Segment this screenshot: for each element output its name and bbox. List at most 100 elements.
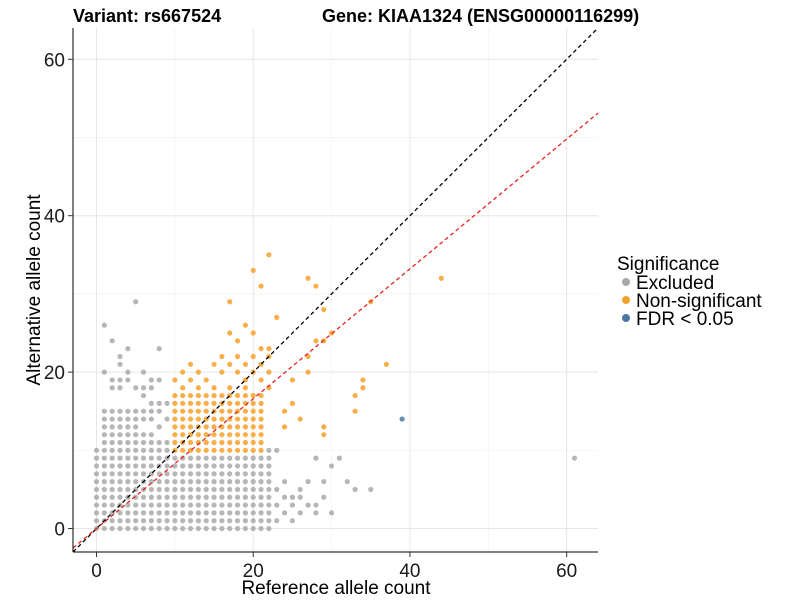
point-excluded [125, 432, 131, 438]
point-excluded [250, 471, 256, 477]
point-non-significant [203, 377, 209, 383]
point-excluded [156, 518, 162, 524]
point-excluded [109, 479, 115, 485]
point-excluded [117, 377, 123, 383]
point-excluded [266, 510, 272, 516]
point-excluded [164, 400, 170, 407]
point-excluded [140, 525, 147, 532]
point-excluded [93, 518, 100, 524]
point-non-significant [187, 392, 194, 399]
point-non-significant [313, 283, 319, 289]
point-non-significant [242, 322, 248, 328]
point-non-significant [274, 314, 280, 320]
point-excluded [148, 502, 154, 508]
point-non-significant [242, 385, 248, 391]
point-excluded [203, 502, 209, 508]
point-excluded [289, 518, 296, 524]
point-non-significant [242, 447, 248, 453]
point-excluded [250, 518, 256, 524]
point-non-significant [180, 369, 186, 375]
point-non-significant [180, 447, 186, 453]
point-excluded [148, 416, 154, 422]
y-tick-label: 20 [44, 363, 65, 384]
point-excluded [180, 525, 186, 532]
point-excluded [172, 455, 178, 461]
point-excluded [148, 447, 154, 453]
reference-lines [72, 27, 599, 553]
point-excluded [234, 518, 241, 524]
point-non-significant [203, 392, 209, 399]
point-excluded [211, 479, 217, 485]
point-excluded [172, 518, 178, 524]
point-excluded [109, 439, 115, 446]
point-excluded [180, 479, 186, 485]
point-excluded [117, 510, 123, 516]
point-excluded [211, 463, 217, 469]
point-excluded [219, 502, 225, 508]
point-excluded [101, 322, 107, 328]
point-non-significant [195, 385, 201, 391]
point-non-significant [258, 377, 264, 383]
x-tick-label: 20 [243, 561, 264, 582]
point-excluded [234, 479, 241, 485]
point-excluded [140, 392, 147, 399]
point-excluded [187, 518, 194, 524]
point-excluded [101, 463, 107, 469]
point-excluded [227, 518, 233, 524]
point-non-significant [195, 408, 201, 414]
point-excluded [125, 369, 131, 375]
point-excluded [148, 479, 154, 485]
point-excluded [148, 494, 154, 500]
point-non-significant [180, 432, 186, 438]
point-excluded [195, 510, 201, 516]
point-non-significant [187, 377, 194, 383]
point-excluded [125, 346, 131, 352]
point-excluded [180, 510, 186, 516]
point-excluded [172, 471, 178, 477]
point-excluded [156, 424, 162, 430]
point-non-significant [227, 400, 233, 407]
point-excluded [289, 494, 296, 500]
point-excluded [164, 486, 170, 493]
legend: Significance ExcludedNon-significantFDR … [617, 254, 762, 330]
point-non-significant [172, 416, 178, 422]
point-excluded [109, 494, 115, 500]
point-excluded [101, 486, 107, 493]
point-excluded [250, 479, 256, 485]
point-excluded [93, 494, 100, 500]
point-non-significant [242, 408, 248, 414]
point-excluded [117, 353, 123, 360]
point-excluded [187, 525, 194, 532]
point-non-significant [258, 416, 264, 422]
point-excluded [164, 416, 170, 422]
point-non-significant [219, 432, 225, 438]
point-excluded [266, 455, 272, 461]
point-non-significant [203, 447, 209, 453]
point-excluded [211, 518, 217, 524]
point-non-significant [187, 408, 194, 414]
point-non-significant [242, 424, 248, 430]
x-tick-label: 60 [556, 561, 577, 582]
point-excluded [140, 447, 147, 453]
point-non-significant [289, 400, 296, 407]
point-excluded [187, 494, 194, 500]
point-excluded [180, 518, 186, 524]
point-non-significant [250, 267, 256, 274]
point-non-significant [211, 447, 217, 453]
point-non-significant [211, 439, 217, 446]
point-excluded [125, 463, 131, 469]
point-non-significant [242, 432, 248, 438]
y-tick-label: 40 [44, 207, 65, 228]
point-non-significant [234, 369, 241, 375]
point-excluded [109, 455, 115, 461]
point-excluded [281, 510, 288, 516]
point-excluded [234, 463, 241, 469]
point-excluded [187, 502, 194, 508]
point-excluded [250, 455, 256, 461]
point-non-significant [242, 392, 248, 399]
point-excluded [219, 486, 225, 493]
point-excluded [140, 471, 147, 477]
y-axis-title: Alternative allele count [24, 194, 45, 386]
point-excluded [203, 455, 209, 461]
point-non-significant [258, 424, 264, 430]
